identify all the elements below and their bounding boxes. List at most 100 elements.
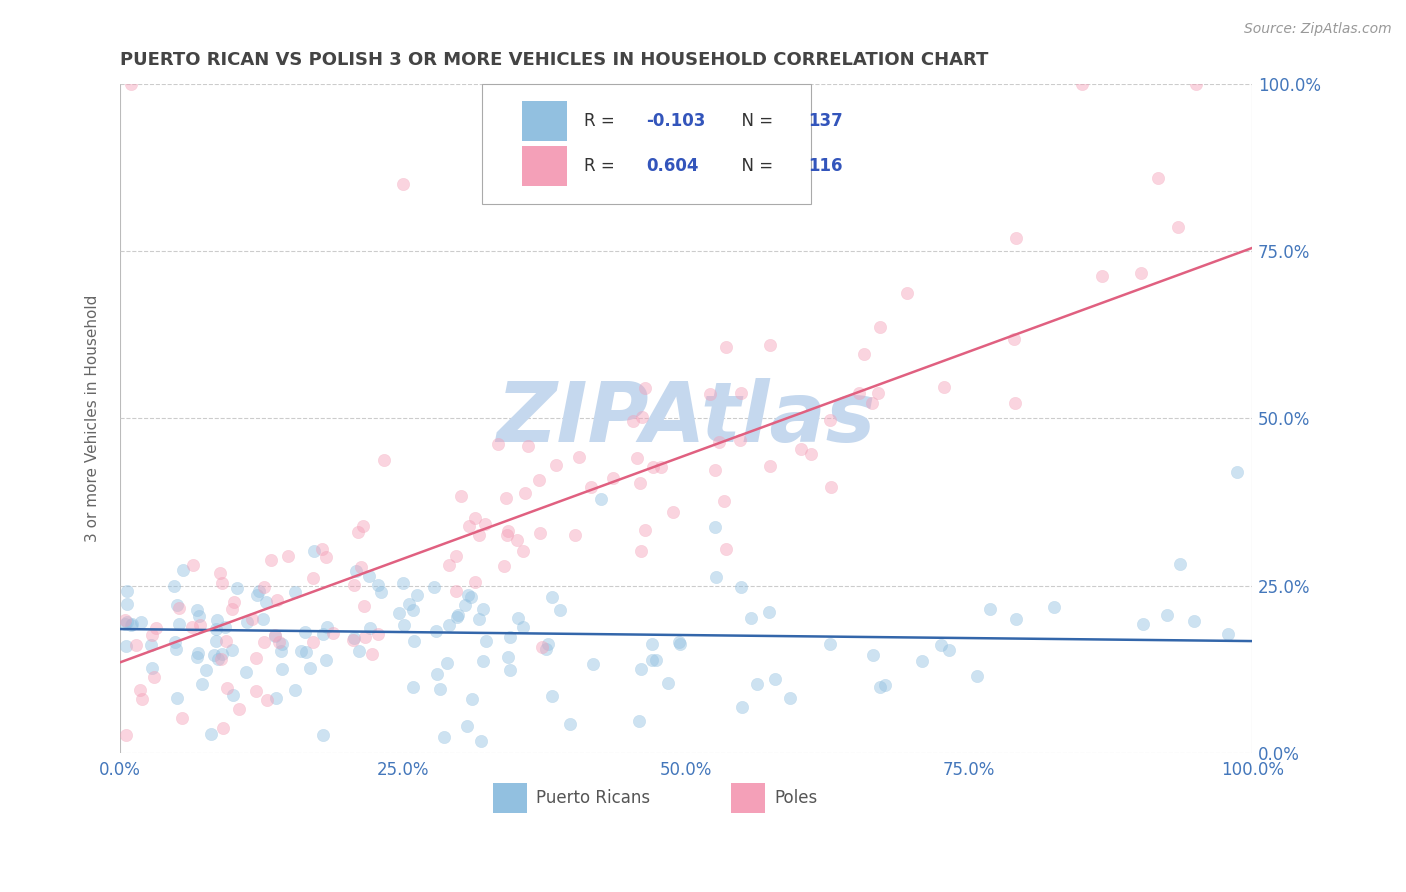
Point (669, 637, 692, 651)
Point (264, 628, 287, 642)
Text: N =: N = (731, 112, 779, 130)
Point (277, 549, 299, 564)
Text: Poles: Poles (775, 789, 817, 807)
Point (166, 691, 188, 706)
Point (1005, 612, 1028, 626)
Point (896, 285, 918, 300)
Point (367, 627, 389, 641)
Point (270, 662, 292, 676)
Point (252, 612, 274, 626)
Point (342, 632, 364, 647)
Point (450, 489, 472, 503)
Point (141, 661, 163, 675)
Point (634, 523, 657, 537)
Point (166, 598, 188, 612)
Point (730, 580, 752, 594)
Point (537, 637, 560, 651)
Point (222, 688, 245, 702)
Point (1002, 332, 1025, 346)
Point (207, 613, 229, 627)
Point (1168, 557, 1191, 571)
Point (322, 626, 344, 640)
Point (290, 644, 312, 658)
Point (531, 640, 554, 654)
Point (579, 480, 602, 494)
Point (496, 650, 519, 665)
Point (228, 702, 250, 716)
Point (1146, 171, 1168, 186)
Point (205, 623, 228, 637)
Point (1043, 600, 1066, 615)
Point (162, 578, 184, 592)
Point (172, 563, 194, 577)
Point (141, 628, 163, 642)
Point (270, 643, 292, 657)
Point (699, 386, 721, 401)
Point (145, 621, 167, 635)
Point (582, 657, 605, 671)
Point (506, 610, 529, 624)
Point (800, 447, 823, 461)
Point (626, 450, 648, 465)
Point (188, 618, 211, 632)
Point (1129, 266, 1152, 280)
FancyBboxPatch shape (482, 84, 810, 204)
Point (929, 638, 952, 652)
Point (703, 519, 725, 533)
Point (301, 570, 323, 584)
Point (264, 690, 287, 705)
Text: Puerto Ricans: Puerto Ricans (537, 789, 651, 807)
Point (634, 381, 657, 395)
Point (125, 638, 148, 652)
Bar (522, 101, 567, 141)
Point (550, 602, 572, 616)
Point (315, 652, 337, 666)
Point (486, 437, 509, 451)
Point (172, 711, 194, 725)
Point (388, 607, 411, 621)
Point (818, 412, 841, 426)
Point (264, 629, 287, 643)
Point (186, 650, 208, 665)
Point (730, 386, 752, 401)
Text: N =: N = (731, 157, 779, 175)
Point (740, 611, 762, 625)
Point (495, 528, 517, 542)
Point (253, 635, 276, 649)
Point (115, 584, 138, 599)
Point (763, 672, 786, 686)
Point (429, 681, 451, 696)
Point (245, 651, 267, 665)
Point (758, 605, 780, 619)
Point (131, 691, 153, 706)
Point (728, 433, 751, 447)
Point (790, 442, 813, 457)
Point (240, 612, 263, 626)
Point (347, 643, 370, 657)
Point (181, 558, 204, 573)
Point (731, 700, 754, 714)
Point (657, 676, 679, 690)
Point (1004, 231, 1026, 245)
Point (668, 635, 690, 649)
Point (534, 641, 557, 656)
Point (602, 470, 624, 484)
Bar (731, 783, 765, 813)
Point (517, 439, 540, 453)
Point (186, 603, 208, 617)
Point (1156, 607, 1178, 622)
Point (115, 728, 138, 742)
Text: -0.103: -0.103 (647, 112, 706, 130)
Point (165, 635, 187, 649)
Point (402, 681, 425, 695)
Text: 0.604: 0.604 (647, 157, 699, 175)
Point (641, 459, 664, 474)
Point (820, 480, 842, 494)
Point (848, 386, 870, 401)
Point (966, 668, 988, 682)
Point (630, 410, 652, 425)
Point (869, 320, 891, 334)
Point (392, 576, 415, 591)
Point (211, 647, 233, 661)
Point (853, 347, 876, 361)
